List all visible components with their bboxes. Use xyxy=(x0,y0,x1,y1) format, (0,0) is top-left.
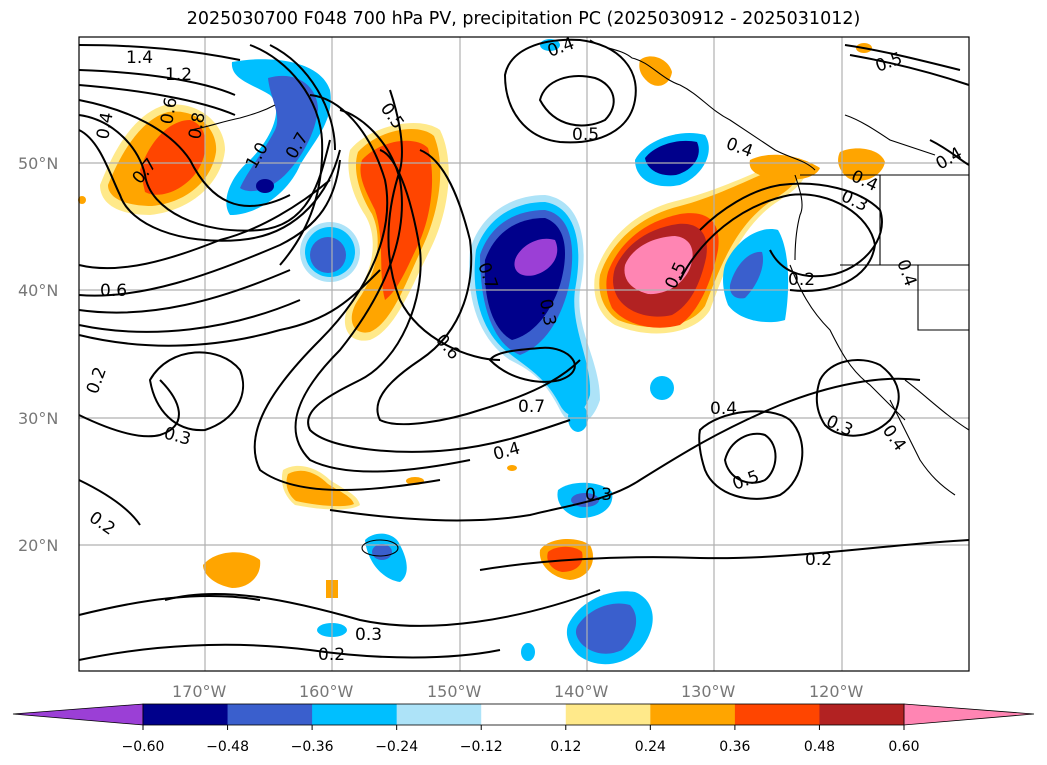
colorbar-tick-label: −0.24 xyxy=(375,739,418,755)
neg-anomaly-west-core xyxy=(310,237,346,273)
lon-label: 160°W xyxy=(299,682,354,701)
colorbar-segment xyxy=(650,704,736,725)
colorbar-tick-label: −0.48 xyxy=(206,739,249,755)
contour-label: 0.2 xyxy=(318,645,345,665)
neg-anomaly-gulf-core xyxy=(645,140,699,176)
lon-label: 120°W xyxy=(809,682,864,701)
colorbar-tick-label: 0.24 xyxy=(635,739,666,755)
contour-label: 0.2 xyxy=(788,270,815,290)
lat-label: 40°N xyxy=(18,281,58,300)
lat-label: 50°N xyxy=(18,154,58,173)
pos-anomaly-coast-north xyxy=(749,154,820,180)
lon-label: 140°W xyxy=(554,682,609,701)
alaska-coast xyxy=(589,39,816,171)
pos-anomaly-sw xyxy=(203,552,261,588)
neg-anomaly-mid-east xyxy=(650,376,674,400)
pos-anomaly-far-w xyxy=(78,196,86,204)
colorbar-tick-label: −0.36 xyxy=(291,739,334,755)
contour-label: 0.7 xyxy=(518,397,545,417)
map-frame xyxy=(78,36,970,672)
colorbar-segment xyxy=(565,704,651,725)
colorbar-tick-label: 0.36 xyxy=(719,739,750,755)
colorbar-tick-label: 0.12 xyxy=(550,739,581,755)
neg-anomaly-central-core xyxy=(514,238,558,276)
mexico xyxy=(904,379,970,431)
contour-label: 0.3 xyxy=(355,625,382,645)
lon-label: 170°W xyxy=(172,682,227,701)
state-border-2 xyxy=(917,265,969,331)
contour-label: 0.2 xyxy=(805,550,832,570)
neg-anomaly-tiny-s xyxy=(521,643,535,661)
pos-anomaly-central-core xyxy=(360,140,433,300)
contour-label: 0.5 xyxy=(572,125,599,145)
hawaii-islands xyxy=(361,539,399,557)
lat-label: 20°N xyxy=(18,536,58,555)
precipitation-fill-layer xyxy=(78,39,885,665)
contour-label: 0.8 xyxy=(185,111,209,141)
contour-label: 0.3 xyxy=(585,485,612,505)
contour-label: 0.3 xyxy=(535,297,559,327)
colorbar-segment xyxy=(312,704,398,725)
colorbar-segment xyxy=(396,704,482,725)
lat-label: 30°N xyxy=(18,409,58,428)
colorbar-extend-low xyxy=(12,703,144,726)
colorbar-segment xyxy=(227,704,313,725)
neg-anomaly-nw-core xyxy=(240,75,318,192)
colorbar-tick-label: 0.60 xyxy=(888,739,919,755)
colorbar-tick-label: 0.48 xyxy=(804,739,835,755)
pos-anomaly-nw-core xyxy=(140,120,206,195)
colorbar-segment xyxy=(143,704,229,725)
pv-contours xyxy=(78,38,970,661)
colorbar-extend-high xyxy=(903,703,1035,726)
pos-anomaly-dot xyxy=(507,465,517,471)
contour-label: 1.2 xyxy=(165,65,192,85)
colorbar-segment xyxy=(734,704,820,725)
neg-anomaly-far-south-core xyxy=(575,603,637,654)
coastlines xyxy=(189,39,970,557)
pos-anomaly-inland xyxy=(838,148,885,181)
colorbar-tick-label: −0.60 xyxy=(122,739,165,755)
contour-label: 0.6 xyxy=(157,96,181,126)
colorbar-segment xyxy=(481,704,567,725)
lon-label: 130°W xyxy=(681,682,736,701)
contour-label: 0.6 xyxy=(100,281,127,301)
map-title: 2025030700 F048 700 hPa PV, precipitatio… xyxy=(186,9,861,29)
aleutians xyxy=(189,104,276,131)
colorbar-frame xyxy=(142,703,905,726)
axis-labels: 50°N 40°N 30°N 20°N 170°W 160°W 150°W 14… xyxy=(18,154,864,701)
bc-coast xyxy=(794,174,803,261)
contour-label: 0.4 xyxy=(710,399,737,419)
neg-anomaly-hawaii-core xyxy=(372,544,392,560)
lon-label: 150°W xyxy=(427,682,482,701)
neg-anomaly-coast-core xyxy=(729,251,764,299)
colorbar-tick-label: −0.12 xyxy=(460,739,503,755)
pos-anomaly-east-core xyxy=(624,236,693,295)
colorbar: −0.60 −0.48 −0.36 −0.24 −0.12 0.12 0.24 0.36 0.4… xyxy=(12,703,1035,755)
contour-label: 0.4 xyxy=(93,111,117,141)
baja xyxy=(889,399,956,496)
contour-label: 1.4 xyxy=(126,48,153,68)
us-coast xyxy=(789,264,906,421)
neg-anomaly-nw-dark xyxy=(256,179,274,193)
inland-line xyxy=(844,114,936,156)
colorbar-segment xyxy=(819,704,905,725)
